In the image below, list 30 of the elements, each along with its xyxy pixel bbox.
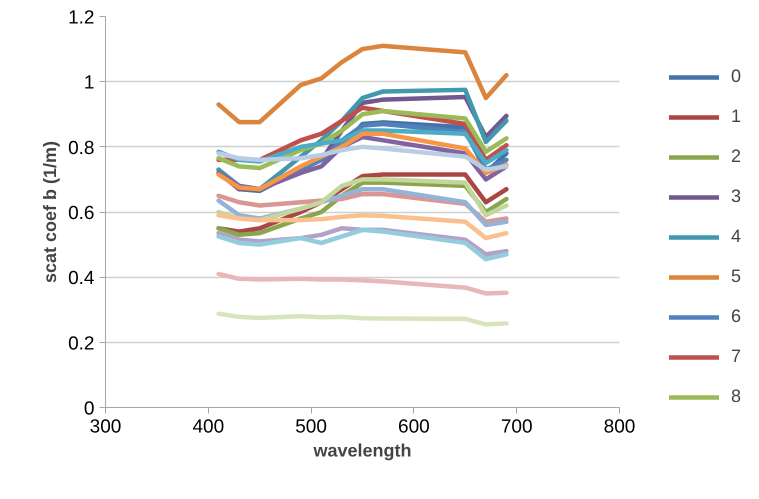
- line-series: [216, 311, 509, 327]
- x-tick-label: 600: [398, 416, 430, 438]
- y-axis-title: scat coef b (1/m): [40, 140, 60, 284]
- line-series: [216, 272, 509, 296]
- y-tick-label: 1.2: [68, 8, 95, 28]
- line-series: [216, 213, 509, 240]
- legend-label: 6: [731, 306, 742, 327]
- y-tick-label: 0.8: [68, 138, 95, 159]
- line-series: [216, 44, 509, 124]
- y-tick-label: 0.2: [68, 333, 95, 354]
- y-tick-label: 0.4: [68, 268, 95, 290]
- y-tick-label: 1: [84, 72, 95, 94]
- y-tick-label: 0.6: [68, 203, 95, 224]
- y-tick-label: 0: [84, 398, 95, 420]
- legend-label: 0: [731, 66, 742, 87]
- x-axis-title: wavelength: [312, 440, 412, 460]
- x-tick-label: 400: [192, 416, 224, 438]
- legend-label: 2: [731, 146, 742, 167]
- legend-label: 4: [731, 226, 742, 247]
- x-tick-label: 800: [604, 416, 636, 438]
- legend-label: 7: [731, 346, 742, 367]
- line-series: [216, 228, 509, 262]
- legend-label: 5: [731, 266, 742, 287]
- legend-label: 8: [731, 386, 742, 407]
- line-series: [216, 144, 509, 172]
- legend-label: 3: [731, 186, 742, 207]
- x-tick-label: 300: [90, 416, 122, 438]
- x-tick-label: 500: [295, 416, 327, 438]
- x-tick-label: 700: [500, 416, 533, 438]
- legend-label: 1: [731, 106, 742, 127]
